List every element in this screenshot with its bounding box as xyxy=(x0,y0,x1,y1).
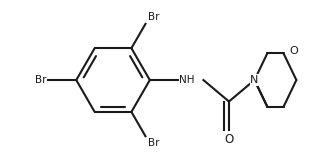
Text: Br: Br xyxy=(148,138,159,148)
Text: O: O xyxy=(224,133,234,146)
Text: N: N xyxy=(250,75,259,85)
Text: Br: Br xyxy=(35,75,46,85)
Text: O: O xyxy=(290,46,299,56)
Text: Br: Br xyxy=(148,12,159,22)
Text: NH: NH xyxy=(179,75,194,85)
